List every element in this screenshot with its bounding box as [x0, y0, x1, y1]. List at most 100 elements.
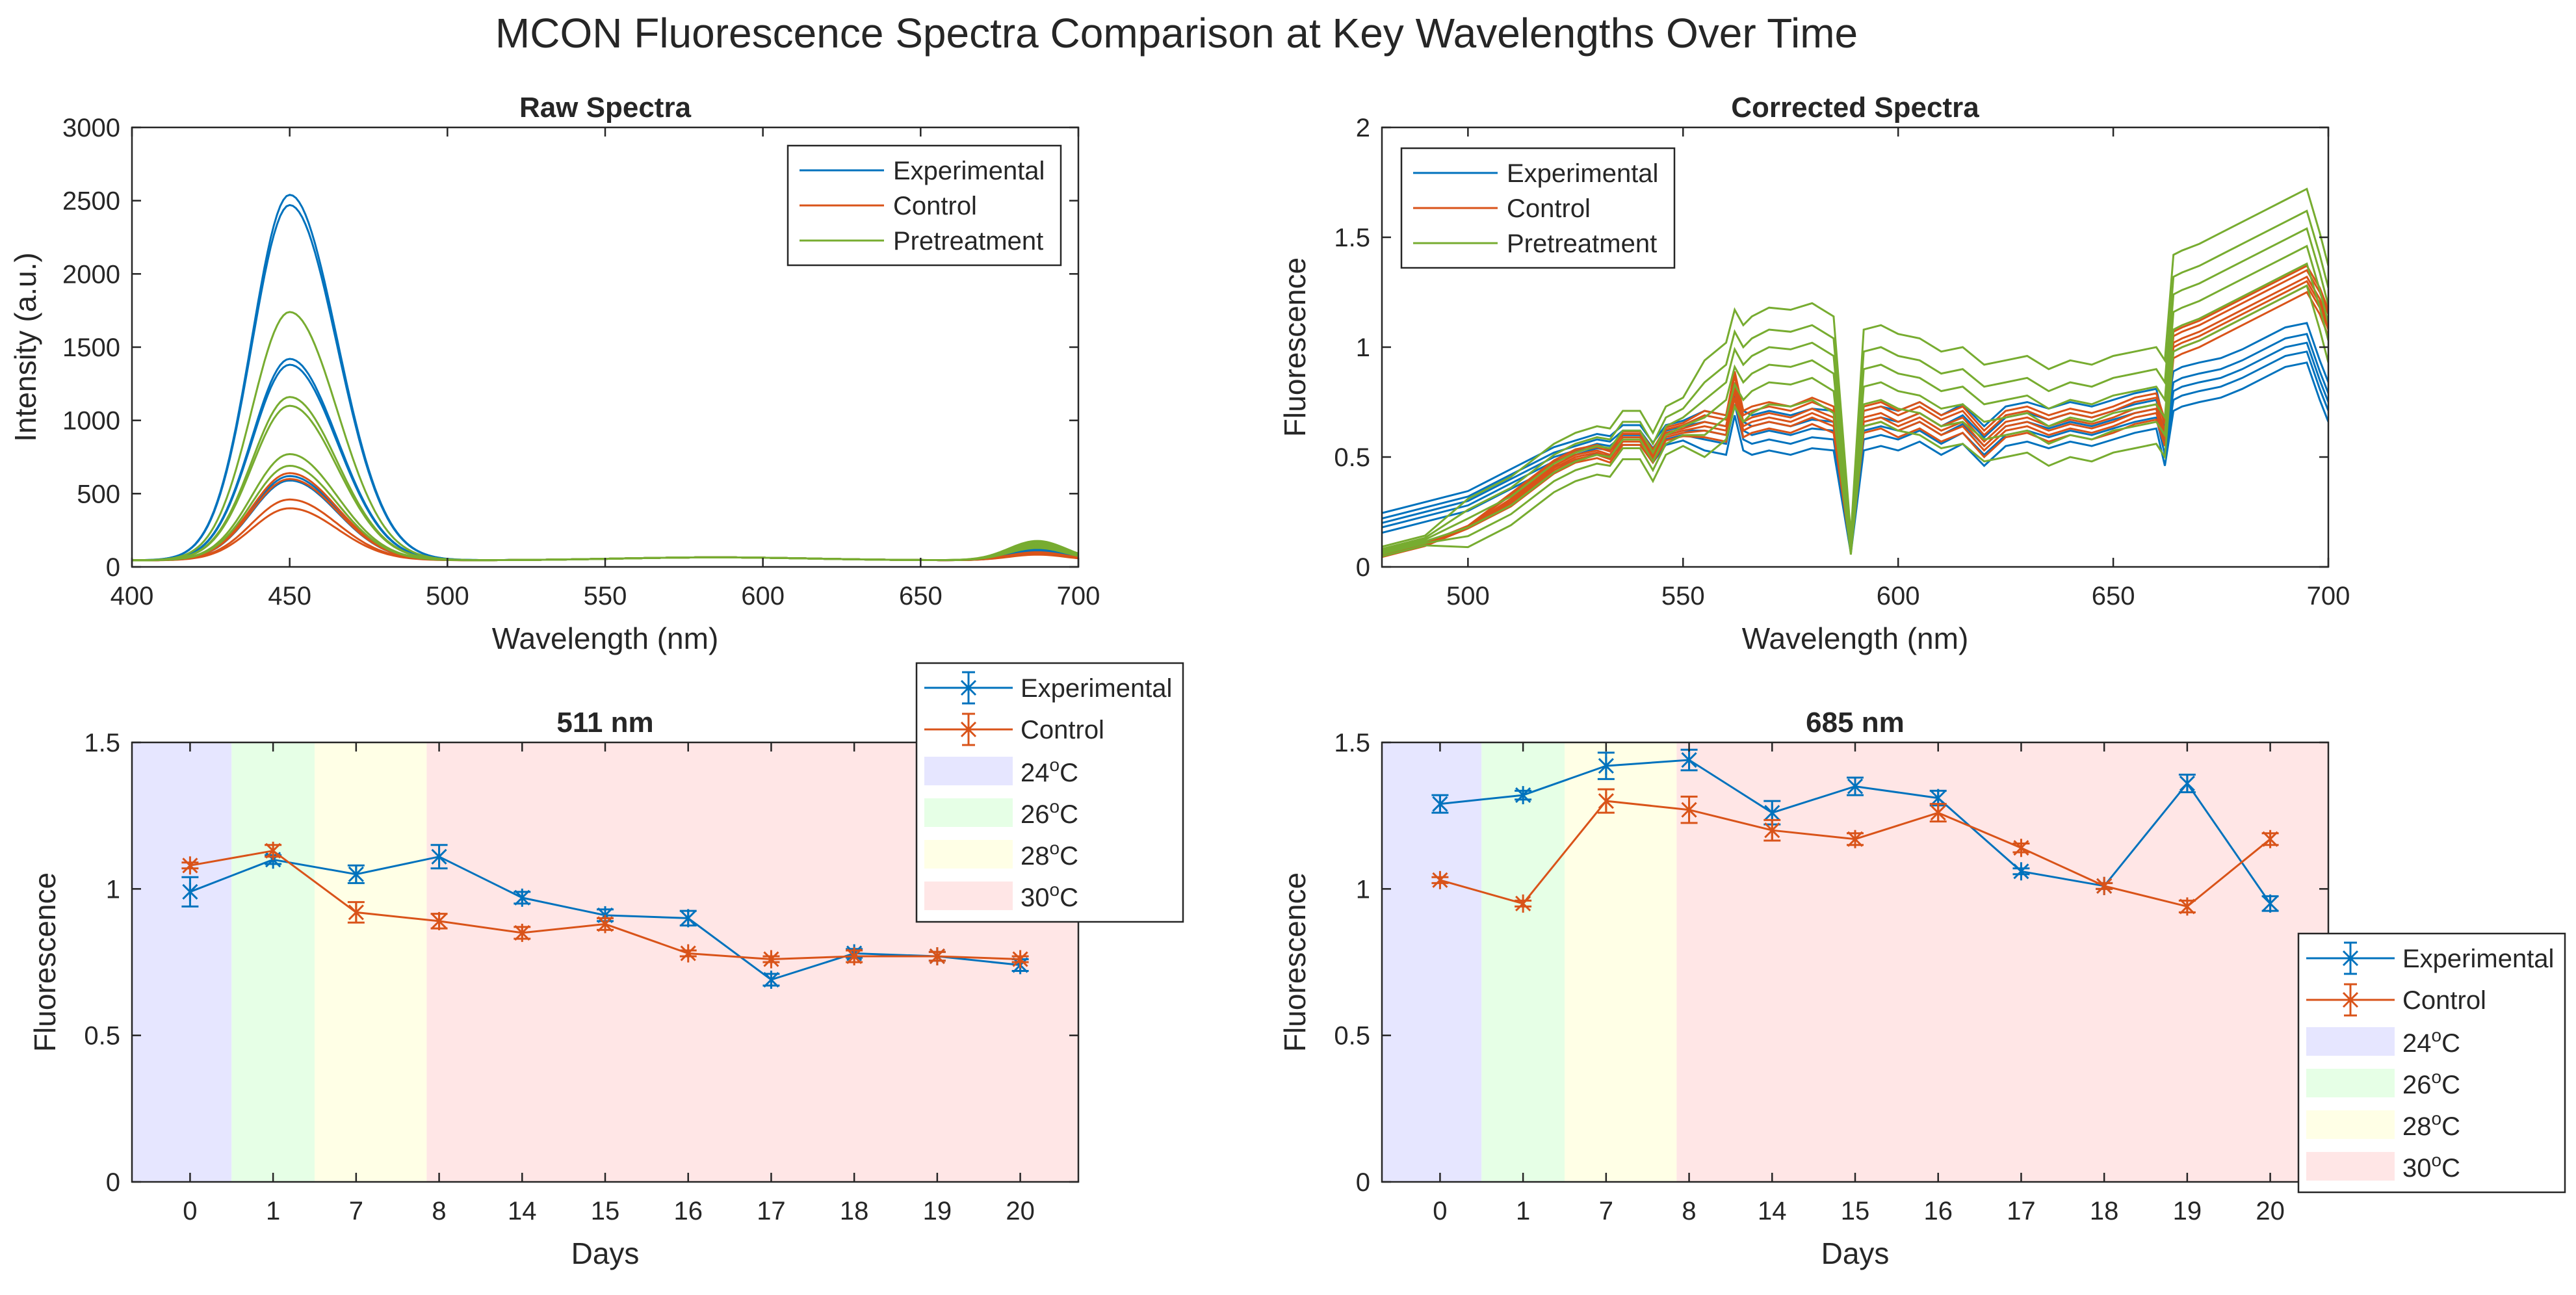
nm685-xtick-label: 18 [2090, 1197, 2119, 1225]
nm511-legend-label: Control [1021, 716, 1104, 744]
nm511-legend-label: Experimental [1021, 674, 1172, 703]
nm511-xtick-label: 19 [923, 1197, 952, 1225]
raw-title: Raw Spectra [519, 92, 692, 124]
nm511-point-experimental [431, 847, 447, 866]
nm685-point-experimental [2262, 894, 2278, 913]
nm511-band-24 [132, 742, 232, 1182]
raw-xtick-label: 450 [268, 582, 311, 610]
nm685-point-experimental [1515, 786, 1531, 805]
raw-xtick-label: 400 [111, 582, 154, 610]
nm685-legend-patch [2306, 1027, 2395, 1056]
nm511-legend-marker [960, 721, 977, 738]
nm685-xtick-label: 16 [1923, 1197, 1953, 1225]
corrected-line-pretreatment [1382, 187, 2328, 548]
corrected-legend-label: Pretreatment [1507, 229, 1657, 258]
raw-ytick-label: 2000 [62, 260, 120, 289]
corrected-ytick-label: 1.5 [1334, 224, 1370, 252]
nm511-legend-patch [924, 882, 1013, 910]
nm511-band-26 [231, 742, 315, 1182]
nm685-point-control [1598, 792, 1614, 811]
nm685-band-30 [1676, 742, 2328, 1182]
nm511-point-control [431, 911, 447, 930]
nm511-band-28 [314, 742, 427, 1182]
nm685-ytick-label: 1 [1356, 875, 1370, 904]
corrected-title: Corrected Spectra [1731, 92, 1979, 124]
nm685-legend-label: 26oC [2402, 1067, 2460, 1099]
nm511-point-experimental [348, 865, 364, 883]
corrected-xtick-label: 650 [2092, 582, 2135, 610]
raw-spectra-chart: 0 500 1000 1500 2000 2500 3000 400 450 500 550 600 6… [8, 92, 1100, 655]
nm685-xtick-label: 1 [1516, 1197, 1530, 1225]
nm511-point-control [763, 950, 779, 969]
corrected-xtick-label: 700 [2307, 582, 2350, 610]
nm511-legend-patch [924, 798, 1013, 827]
nm511-xtick-label: 20 [1006, 1197, 1035, 1225]
nm511-legend-box [915, 662, 1184, 923]
nm685-xtick-label: 20 [2256, 1197, 2285, 1225]
nm685-xtick-label: 19 [2173, 1197, 2202, 1225]
nm685-point-experimental [1681, 751, 1697, 770]
nm685-band-26 [1481, 742, 1565, 1182]
corrected-line-pretreatment [1382, 209, 2328, 550]
raw-ytick-label: 1000 [62, 407, 120, 436]
corrected-xlabel: Wavelength (nm) [1742, 621, 1969, 655]
nm511-xtick-label: 0 [183, 1197, 197, 1225]
nm685-ytick-label: 0.5 [1334, 1022, 1370, 1051]
corrected-ylabel: Fluorescence [1278, 257, 1312, 437]
nm511-xtick-label: 18 [840, 1197, 869, 1225]
nm685-point-control [1847, 830, 1864, 848]
corrected-line-control [1382, 268, 2328, 556]
nm685-xtick-label: 7 [1599, 1197, 1613, 1225]
raw-ytick-label: 500 [77, 480, 120, 508]
nm511-legend-label: 28oC [1021, 838, 1078, 870]
nm685-point-control [1515, 894, 1531, 913]
nm511-xlabel: Days [571, 1236, 640, 1270]
nm511-point-experimental [680, 909, 696, 928]
nm511-point-control [182, 856, 198, 875]
nm685-band-24 [1382, 742, 1482, 1182]
corrected-spectra-chart: 0 0.5 1 1.5 2 500 550 600 650 700 Corrected Spectr… [1278, 92, 2350, 655]
nm511-xtick-label: 14 [508, 1197, 537, 1225]
raw-ytick-label: 1500 [62, 334, 120, 362]
nm685-point-experimental [1598, 757, 1614, 776]
nm511-title: 511 nm [556, 707, 653, 739]
corrected-legend-label: Experimental [1507, 159, 1658, 188]
raw-ytick-label: 2500 [62, 187, 120, 216]
nm511-legend-label: 30oC [1021, 880, 1078, 912]
raw-xtick-label: 700 [1057, 582, 1100, 610]
nm511-ytick-label: 0.5 [84, 1022, 120, 1051]
nm511-xtick-label: 17 [757, 1197, 786, 1225]
corrected-line-control [1382, 275, 2328, 556]
nm511-point-control [680, 944, 696, 963]
nm685-point-experimental [2013, 862, 2029, 881]
nm685-point-experimental [2179, 774, 2195, 793]
nm685-band-28 [1564, 742, 1677, 1182]
corrected-line-pretreatment [1382, 262, 2328, 555]
nm685-ytick-label: 1.5 [1334, 729, 1370, 757]
nm685-xtick-label: 15 [1841, 1197, 1870, 1225]
raw-xtick-label: 650 [899, 582, 943, 610]
nm511-point-control [265, 841, 281, 860]
nm511-legend-label: 24oC [1021, 755, 1078, 787]
nm685-point-control [2096, 876, 2113, 895]
nm685-point-control [1432, 870, 1448, 889]
nm685-point-control [1681, 800, 1697, 819]
nm685-point-experimental [1764, 804, 1780, 822]
corrected-plot-area [1382, 187, 2328, 558]
nm685-legend-label: Control [2402, 986, 2486, 1015]
nm511-ytick-label: 1 [106, 875, 120, 904]
nm511-ytick-label: 0 [106, 1168, 120, 1197]
raw-legend-label: Experimental [893, 157, 1045, 185]
nm511-xtick-label: 1 [266, 1197, 280, 1225]
nm511-point-experimental [514, 888, 530, 907]
raw-xtick-label: 550 [584, 582, 627, 610]
nm685-ylabel: Fluorescence [1278, 872, 1312, 1052]
nm511-legend-label: 26oC [1021, 796, 1078, 829]
nm511-legend-marker [960, 679, 977, 696]
nm685-legend-marker [2342, 991, 2359, 1008]
nm685-xtick-label: 8 [1682, 1197, 1696, 1225]
nm511-point-experimental [182, 882, 198, 901]
